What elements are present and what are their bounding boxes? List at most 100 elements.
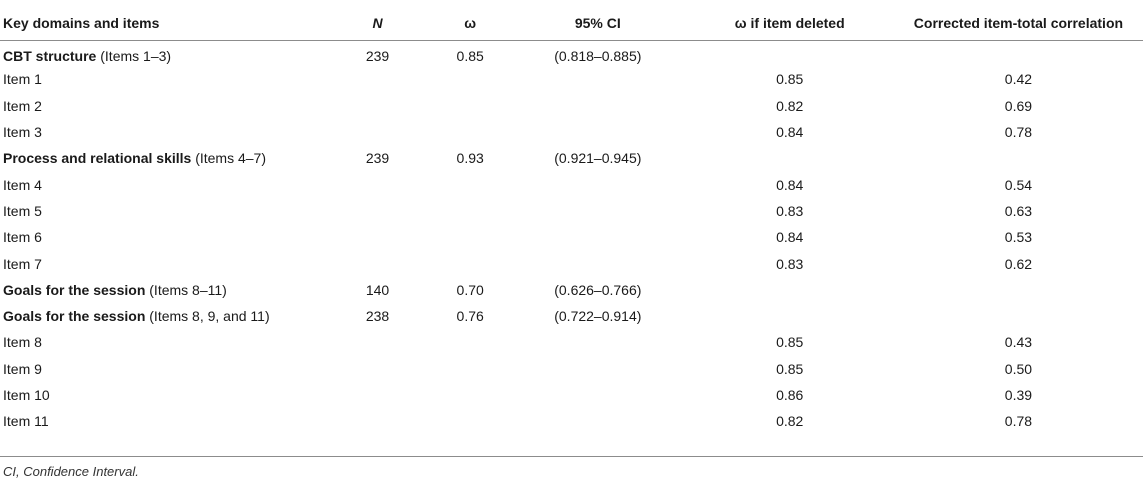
item-label-cell: Item 5 xyxy=(3,202,42,219)
table-footnote: CI, Confidence Interval. xyxy=(3,464,139,479)
n-cell xyxy=(325,198,431,224)
item-label-cell: Item 6 xyxy=(3,229,42,246)
domain-cell: Goals for the session (Items 8–11) xyxy=(0,277,325,303)
item-row: Item 5 0.83 0.63 xyxy=(0,198,1143,224)
ci-cell: (0.921–0.945) xyxy=(554,150,642,167)
ci-cell xyxy=(510,382,686,408)
ci-cell xyxy=(510,93,686,119)
omega-deleted-cell: 0.85 xyxy=(776,334,804,351)
omega-deleted-cell: 0.84 xyxy=(776,176,804,193)
omega-deleted-cell: 0.82 xyxy=(776,413,804,430)
n-cell xyxy=(325,224,431,250)
col-header-domains: Key domains and items xyxy=(0,6,325,41)
ci-cell xyxy=(510,224,686,250)
omega-cell xyxy=(430,329,510,355)
item-row: Item 11 0.82 0.78 xyxy=(0,408,1143,434)
item-label-cell: Item 9 xyxy=(3,360,42,377)
n-cell: 239 xyxy=(365,47,390,64)
item-row: Item 2 0.82 0.69 xyxy=(0,93,1143,119)
correlation-cell: 0.50 xyxy=(1004,360,1033,377)
ci-cell: (0.722–0.914) xyxy=(554,308,642,325)
correlation-cell: 0.43 xyxy=(1004,334,1033,351)
omega-cell xyxy=(430,171,510,197)
bottom-rule xyxy=(0,456,1143,457)
domain-cell: CBT structure (Items 1–3) xyxy=(0,40,325,66)
omega-cell xyxy=(430,198,510,224)
domain-name: Process and relational skills xyxy=(3,150,192,167)
n-cell xyxy=(325,119,431,145)
item-row: Item 8 0.85 0.43 xyxy=(0,329,1143,355)
omega-cell: 0.93 xyxy=(456,150,484,167)
item-row: Item 9 0.85 0.50 xyxy=(0,356,1143,382)
n-cell xyxy=(325,329,431,355)
header-row: Key domains and items N ω 95% CI ω if it… xyxy=(0,6,1143,41)
omega-cell xyxy=(430,408,510,434)
correlation-cell: 0.42 xyxy=(1004,71,1033,88)
omega-deleted-cell xyxy=(686,145,894,171)
n-cell xyxy=(325,93,431,119)
ci-cell xyxy=(510,329,686,355)
ci-cell xyxy=(510,408,686,434)
omega-deleted-cell: 0.84 xyxy=(776,124,804,141)
col-header-omega-deleted: ω if item deleted xyxy=(685,6,894,41)
omega-cell xyxy=(430,119,510,145)
domain-name: CBT structure xyxy=(3,47,97,64)
omega-deleted-cell: 0.83 xyxy=(776,255,804,272)
item-row: Item 4 0.84 0.54 xyxy=(0,171,1143,197)
ci-cell xyxy=(510,356,686,382)
n-cell xyxy=(325,356,431,382)
correlation-cell: 0.53 xyxy=(1004,229,1033,246)
reliability-table: Key domains and items N ω 95% CI ω if it… xyxy=(0,6,1143,434)
domain-items: (Items 8, 9, and 11) xyxy=(145,308,270,325)
item-label-cell: Item 3 xyxy=(3,124,42,141)
domain-row: Process and relational skills (Items 4–7… xyxy=(0,145,1143,171)
domain-cell: Goals for the session (Items 8, 9, and 1… xyxy=(0,303,325,329)
item-row: Item 7 0.83 0.62 xyxy=(0,250,1143,276)
omega-deleted-cell: 0.84 xyxy=(776,229,804,246)
n-cell xyxy=(325,171,431,197)
domain-row: Goals for the session (Items 8, 9, and 1… xyxy=(0,303,1143,329)
ci-cell xyxy=(510,119,686,145)
omega-cell xyxy=(430,250,510,276)
domain-items: (Items 4–7) xyxy=(191,150,267,167)
domain-cell: Process and relational skills (Items 4–7… xyxy=(0,145,325,171)
omega-cell xyxy=(430,382,510,408)
ci-cell xyxy=(510,66,686,92)
omega-cell xyxy=(430,66,510,92)
correlation-cell xyxy=(894,40,1143,66)
n-cell xyxy=(325,66,431,92)
ci-cell: (0.818–0.885) xyxy=(554,47,642,64)
correlation-cell: 0.63 xyxy=(1004,202,1033,219)
table-body: CBT structure (Items 1–3) 239 0.85 (0.818–0… xyxy=(0,40,1143,434)
omega-deleted-cell xyxy=(686,277,894,303)
omega-deleted-cell: 0.83 xyxy=(776,202,804,219)
domain-name: Goals for the session xyxy=(3,281,146,298)
domain-items: (Items 1–3) xyxy=(96,47,172,64)
n-cell: 140 xyxy=(365,281,390,298)
item-label-cell: Item 10 xyxy=(3,387,50,403)
omega-cell: 0.70 xyxy=(456,281,484,298)
col-header-omega: ω xyxy=(430,6,511,41)
item-row: Item 1 0.85 0.42 xyxy=(0,66,1143,92)
col-header-n: N xyxy=(324,6,431,41)
correlation-cell: 0.54 xyxy=(1004,176,1033,193)
correlation-cell: 0.69 xyxy=(1004,97,1033,114)
correlation-cell: 0.78 xyxy=(1004,124,1033,141)
omega-deleted-cell: 0.86 xyxy=(776,387,804,403)
n-cell: 239 xyxy=(365,150,390,167)
omega-cell xyxy=(430,224,510,250)
omega-deleted-cell xyxy=(686,303,894,329)
correlation-cell xyxy=(894,277,1143,303)
item-row: Item 10 0.86 0.39 xyxy=(0,382,1143,408)
omega-deleted-cell: 0.85 xyxy=(776,71,804,88)
correlation-cell xyxy=(894,303,1143,329)
item-label-cell: Item 1 xyxy=(3,71,42,88)
domain-items: (Items 8–11) xyxy=(145,281,227,298)
item-label-cell: Item 8 xyxy=(3,334,42,351)
domain-row: CBT structure (Items 1–3) 239 0.85 (0.818–0… xyxy=(0,40,1143,66)
ci-cell xyxy=(510,171,686,197)
item-row: Item 3 0.84 0.78 xyxy=(0,119,1143,145)
n-cell: 238 xyxy=(365,308,390,325)
item-label-cell: Item 7 xyxy=(3,255,42,272)
